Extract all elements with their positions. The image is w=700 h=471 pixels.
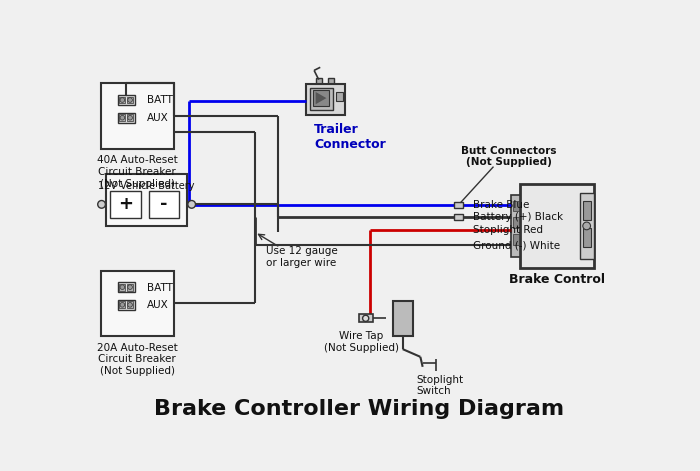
Bar [454, 202, 463, 208]
Text: Stoplight
Switch: Stoplight Switch [416, 374, 463, 396]
Bar [310, 88, 333, 110]
Bar [580, 193, 594, 259]
Text: 40A Auto-Reset
Circuit Breaker
(Not Supplied): 40A Auto-Reset Circuit Breaker (Not Supp… [97, 155, 178, 188]
Circle shape [363, 315, 369, 321]
Text: Wire Tap
(Not Supplied): Wire Tap (Not Supplied) [323, 332, 398, 353]
Bar [127, 97, 133, 104]
Bar [583, 201, 591, 220]
Text: Ground (-) White: Ground (-) White [473, 240, 560, 250]
Bar [511, 195, 521, 257]
Text: AUX: AUX [147, 300, 169, 310]
Text: Brake Control: Brake Control [509, 273, 605, 285]
Text: BATT: BATT [147, 283, 173, 292]
Circle shape [127, 97, 132, 102]
Circle shape [127, 302, 132, 307]
Bar [583, 228, 591, 247]
Text: Battery (+) Black: Battery (+) Black [473, 211, 563, 222]
Bar [127, 301, 133, 309]
Bar [358, 315, 372, 322]
Text: AUX: AUX [147, 113, 169, 123]
Circle shape [120, 285, 125, 290]
Circle shape [120, 97, 125, 102]
Bar [328, 78, 334, 84]
Bar [119, 301, 125, 309]
Bar [312, 90, 330, 106]
Text: Use 12 gauge
or larger wire: Use 12 gauge or larger wire [266, 246, 338, 268]
Bar [118, 95, 134, 105]
Bar [393, 301, 413, 336]
Bar [316, 78, 322, 84]
Text: Stoplight Red: Stoplight Red [473, 225, 542, 235]
Bar [148, 190, 179, 218]
Text: Trailer
Connector: Trailer Connector [314, 123, 386, 151]
Bar [101, 270, 174, 336]
Circle shape [98, 201, 106, 208]
Text: Butt Connectors
(Not Supplied): Butt Connectors (Not Supplied) [461, 146, 556, 167]
Circle shape [188, 201, 195, 208]
Text: 12V Vehicle Battery: 12V Vehicle Battery [99, 181, 195, 191]
Bar [512, 201, 519, 211]
Bar [512, 235, 519, 245]
Bar [521, 184, 594, 268]
Text: Brake Controller Wiring Diagram: Brake Controller Wiring Diagram [154, 399, 564, 419]
Bar [106, 173, 187, 226]
Bar [118, 113, 134, 123]
Bar [127, 114, 133, 121]
Bar [101, 83, 174, 149]
Polygon shape [316, 92, 326, 104]
Circle shape [127, 285, 132, 290]
Bar [512, 218, 519, 228]
Bar [307, 84, 345, 115]
Bar [118, 300, 134, 310]
Text: +: + [118, 195, 133, 213]
Bar [110, 190, 141, 218]
Text: Brake Blue: Brake Blue [473, 200, 529, 210]
Bar [118, 282, 134, 292]
Bar [119, 114, 125, 121]
Bar [119, 284, 125, 291]
Text: BATT: BATT [147, 96, 173, 106]
Bar [336, 92, 343, 101]
Bar [127, 284, 133, 291]
Bar [119, 97, 125, 104]
Bar [454, 214, 463, 220]
Circle shape [120, 302, 125, 307]
Text: 20A Auto-Reset
Circuit Breaker
(Not Supplied): 20A Auto-Reset Circuit Breaker (Not Supp… [97, 342, 178, 376]
Text: -: - [160, 195, 168, 213]
Circle shape [583, 222, 591, 230]
Circle shape [127, 115, 132, 120]
Circle shape [120, 115, 125, 120]
